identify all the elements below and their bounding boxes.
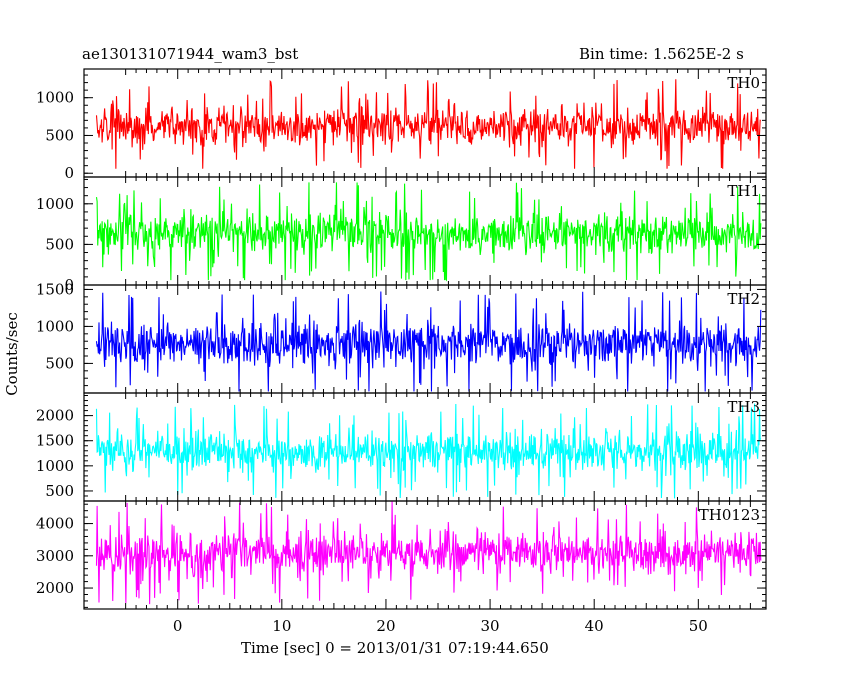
- series-line-th0123: [95, 500, 762, 605]
- y-tick-label: 1000: [36, 89, 74, 107]
- x-axis-label: Time [sec] 0 = 2013/01/31 07:19:44.650: [241, 639, 549, 657]
- y-tick-label: 500: [45, 482, 74, 500]
- y-tick-label: 500: [45, 235, 74, 253]
- x-tick-label: 50: [689, 617, 708, 635]
- y-tick-label: 4000: [36, 515, 74, 533]
- series-line-th3: [95, 403, 762, 499]
- series-line-th0: [95, 79, 761, 169]
- y-tick-label: 1000: [36, 195, 74, 213]
- x-tick-label: 20: [376, 617, 395, 635]
- panel-label-th2: TH2: [727, 290, 760, 308]
- panel-frame-th0123: [83, 500, 767, 610]
- x-tick-label: 10: [272, 617, 291, 635]
- y-axis-label: Counts/sec: [3, 312, 21, 396]
- y-tick-label: 3000: [36, 547, 74, 565]
- y-tick-label: 0: [64, 164, 74, 182]
- series-line-th2: [95, 291, 762, 392]
- panel-label-th3: TH3: [727, 398, 760, 416]
- y-tick-label: 1500: [36, 280, 74, 298]
- y-tick-label: 1000: [36, 457, 74, 475]
- y-tick-label: 0: [64, 276, 74, 294]
- x-tick-label: 30: [481, 617, 500, 635]
- x-tick-label: 0: [173, 617, 183, 635]
- chart-title: ae130131071944_wam3_bst: [82, 45, 299, 63]
- y-tick-label: 1500: [36, 432, 74, 450]
- panel-label-th0: TH0: [727, 74, 760, 92]
- y-tick-label: 500: [45, 354, 74, 372]
- y-tick-label: 1000: [36, 317, 74, 335]
- y-tick-label: 2000: [36, 407, 74, 425]
- y-tick-label: 500: [45, 126, 74, 144]
- y-tick-label: 2000: [36, 579, 74, 597]
- series-line-th1: [95, 182, 762, 282]
- bin-time-label: Bin time: 1.5625E-2 s: [579, 45, 744, 63]
- panel-label-th1: TH1: [727, 182, 760, 200]
- panel-label-th0123: TH0123: [699, 506, 760, 524]
- x-tick-label: 40: [585, 617, 604, 635]
